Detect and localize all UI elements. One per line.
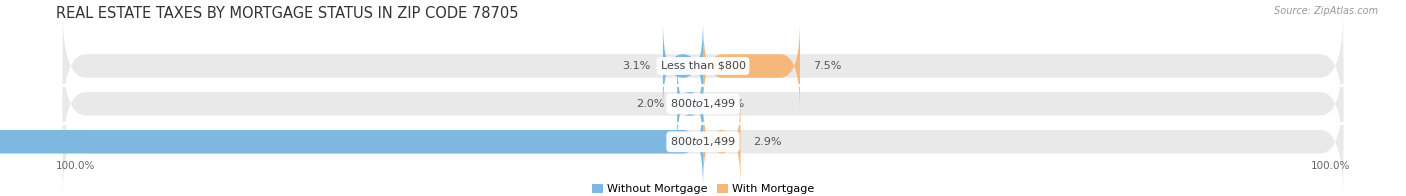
FancyBboxPatch shape [63,85,1343,196]
Text: 7.5%: 7.5% [813,61,841,71]
Text: REAL ESTATE TAXES BY MORTGAGE STATUS IN ZIP CODE 78705: REAL ESTATE TAXES BY MORTGAGE STATUS IN … [56,6,519,21]
FancyBboxPatch shape [63,10,1343,122]
FancyBboxPatch shape [703,97,741,187]
Text: Source: ZipAtlas.com: Source: ZipAtlas.com [1274,6,1378,16]
Text: 3.1%: 3.1% [621,61,650,71]
Text: 0.0%: 0.0% [716,99,744,109]
FancyBboxPatch shape [662,21,703,111]
Text: $800 to $1,499: $800 to $1,499 [671,97,735,110]
Text: 2.9%: 2.9% [754,137,782,147]
Text: Less than $800: Less than $800 [661,61,745,71]
FancyBboxPatch shape [0,97,703,187]
Text: 100.0%: 100.0% [1310,162,1350,172]
FancyBboxPatch shape [703,21,800,111]
FancyBboxPatch shape [63,47,1343,160]
Text: 100.0%: 100.0% [56,162,96,172]
Text: 2.0%: 2.0% [636,99,664,109]
Text: $800 to $1,499: $800 to $1,499 [671,135,735,148]
Legend: Without Mortgage, With Mortgage: Without Mortgage, With Mortgage [588,179,818,196]
FancyBboxPatch shape [678,59,703,149]
